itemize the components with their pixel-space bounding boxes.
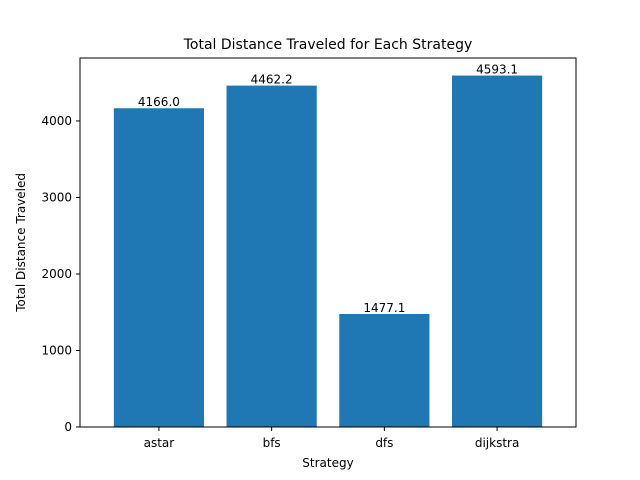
data-label-bfs: 4462.2 <box>251 73 293 87</box>
y-axis-label: Total Distance Traveled <box>14 173 28 313</box>
bar-dijkstra <box>452 75 543 428</box>
y-tick-label-4000: 4000 <box>41 114 72 128</box>
bar-bfs <box>226 85 317 427</box>
y-tick-label-0: 0 <box>64 420 72 434</box>
y-tick-label-2000: 2000 <box>41 267 72 281</box>
x-axis-label: Strategy <box>302 456 353 470</box>
x-tick-label-bfs: bfs <box>263 436 281 450</box>
bar-dfs <box>339 313 430 427</box>
plot-frame <box>79 57 577 428</box>
x-tick-label-astar: astar <box>144 436 175 450</box>
y-tick-label-3000: 3000 <box>41 190 72 204</box>
data-label-dfs: 1477.1 <box>363 301 405 315</box>
axes-layer: astar bfs dfs dijkstra 0 1000 2000 3000 4000 <box>41 57 577 450</box>
x-tick-label-dijkstra: dijkstra <box>475 436 519 450</box>
y-tick-label-1000: 1000 <box>41 343 72 357</box>
chart-title: Total Distance Traveled for Each Strateg… <box>183 37 473 53</box>
data-label-astar: 4166.0 <box>138 95 180 109</box>
bar-astar <box>113 108 204 428</box>
data-label-dijkstra: 4593.1 <box>476 63 518 77</box>
bars-layer <box>113 75 543 428</box>
data-labels-layer: 4166.0 4462.2 1477.1 4593.1 <box>138 63 518 315</box>
x-tick-label-dfs: dfs <box>375 436 393 450</box>
